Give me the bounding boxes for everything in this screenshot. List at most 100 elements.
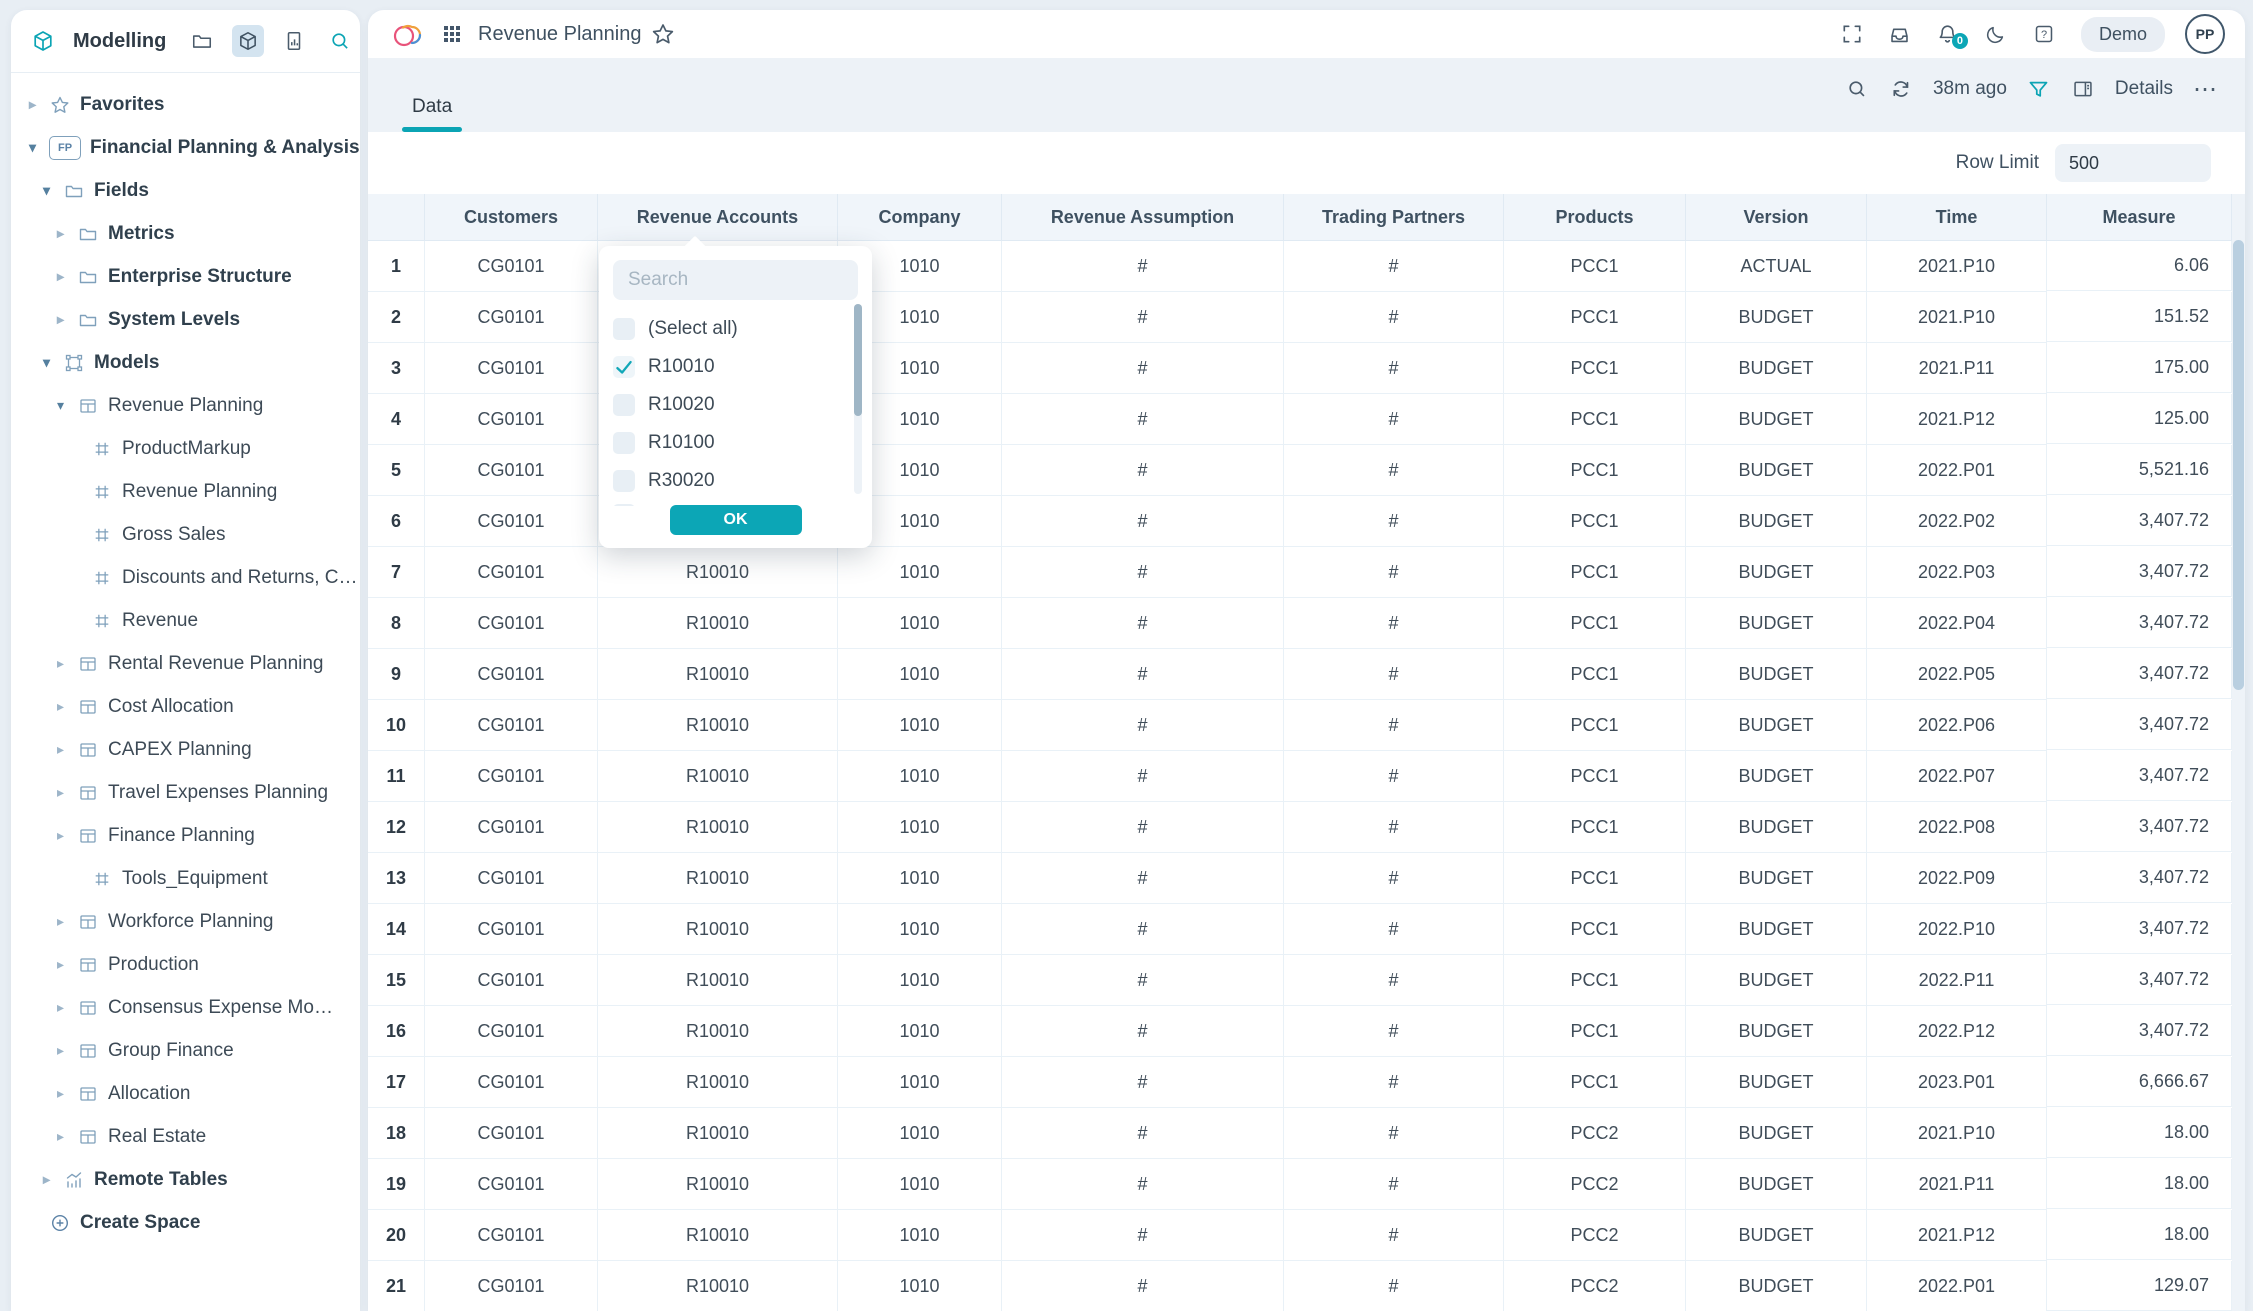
table-cell: PCC1 <box>1504 1057 1686 1108</box>
tab-data[interactable]: Data <box>402 96 462 132</box>
scrollbar-thumb[interactable] <box>2233 240 2244 690</box>
sidebar-item[interactable]: ▸Real Estate <box>11 1115 360 1158</box>
sidebar-item[interactable]: ▸Favorites <box>11 83 360 126</box>
vertical-scrollbar[interactable] <box>2232 194 2245 1311</box>
chevron-right-icon[interactable]: ▸ <box>53 827 68 844</box>
chevron-right-icon[interactable]: ▸ <box>53 913 68 930</box>
checkbox-unchecked[interactable] <box>613 394 635 416</box>
column-header[interactable]: Revenue Assumption <box>1002 194 1284 241</box>
sidebar-item[interactable]: ▸Group Finance <box>11 1029 360 1072</box>
search-icon[interactable] <box>1845 77 1869 101</box>
checkbox-checked[interactable] <box>613 356 635 378</box>
sidebar-item[interactable]: ▸CAPEX Planning <box>11 728 360 771</box>
folder-icon <box>77 223 99 245</box>
chevron-right-icon[interactable]: ▸ <box>53 268 68 285</box>
sidebar-item[interactable]: Revenue <box>11 599 360 642</box>
inbox-icon[interactable] <box>1887 21 1913 47</box>
sidebar-item[interactable]: ProductMarkup <box>11 427 360 470</box>
chevron-right-icon[interactable]: ▸ <box>53 225 68 242</box>
chevron-down-icon[interactable]: ▾ <box>25 139 40 156</box>
column-header[interactable]: Revenue Accounts <box>598 194 838 241</box>
chevron-right-icon[interactable]: ▸ <box>39 1171 54 1188</box>
filter-option[interactable]: R10100 <box>613 424 858 462</box>
sidebar-item[interactable]: ▾Revenue Planning <box>11 384 360 427</box>
sidebar-item[interactable]: ▸Travel Expenses Planning <box>11 771 360 814</box>
sidebar-item[interactable]: Create Space <box>11 1201 360 1244</box>
sidebar-item[interactable]: ▸Enterprise Structure <box>11 255 360 298</box>
sidebar-item[interactable]: ▸Rental Revenue Planning <box>11 642 360 685</box>
sidebar-item[interactable]: ▸Finance Planning <box>11 814 360 857</box>
filter-option[interactable]: (Select all) <box>613 310 858 348</box>
ok-button[interactable]: OK <box>670 505 802 535</box>
sidebar-item[interactable]: ▸Remote Tables <box>11 1158 360 1201</box>
column-header[interactable]: Company <box>838 194 1002 241</box>
sidebar-item[interactable]: ▸Production <box>11 943 360 986</box>
chevron-right-icon[interactable]: ▸ <box>53 784 68 801</box>
table-cell: 3,407.72 <box>2047 496 2232 546</box>
filter-icon[interactable] <box>2027 77 2051 101</box>
sidebar-item[interactable]: ▸Consensus Expense Mo… <box>11 986 360 1029</box>
models-icon <box>63 352 85 374</box>
column-header[interactable]: Products <box>1504 194 1686 241</box>
column-header[interactable]: Customers <box>425 194 598 241</box>
sidebar-item[interactable]: ▸Workforce Planning <box>11 900 360 943</box>
avatar[interactable]: PP <box>2185 14 2225 54</box>
checkbox-unchecked[interactable] <box>613 432 635 454</box>
chevron-right-icon[interactable]: ▸ <box>53 741 68 758</box>
more-options-icon[interactable]: ⋯ <box>2193 75 2219 104</box>
refresh-icon[interactable] <box>1889 77 1913 101</box>
column-header[interactable]: Time <box>1867 194 2047 241</box>
checkbox-unchecked[interactable] <box>613 318 635 340</box>
filter-option[interactable]: R10010 <box>613 348 858 386</box>
filter-option[interactable]: R30020 <box>613 462 858 500</box>
chevron-down-icon[interactable]: ▾ <box>39 182 54 199</box>
popup-scrollbar-thumb[interactable] <box>854 304 862 416</box>
sidebar-item[interactable]: ▾Fields <box>11 169 360 212</box>
table-cell: # <box>1284 394 1504 445</box>
chevron-right-icon[interactable]: ▸ <box>53 698 68 715</box>
sidebar-item[interactable]: ▾FPFinancial Planning & Analysis <box>11 126 360 169</box>
row-number-header[interactable] <box>368 194 425 241</box>
filter-option[interactable]: R10020 <box>613 386 858 424</box>
column-header[interactable]: Measure <box>2047 194 2232 241</box>
table-cell: 1010 <box>838 1210 1002 1261</box>
filter-search-input[interactable] <box>613 260 858 300</box>
chevron-right-icon[interactable]: ▸ <box>53 1085 68 1102</box>
sidebar-item[interactable]: ▸Metrics <box>11 212 360 255</box>
cube-icon[interactable] <box>232 25 264 57</box>
search-icon[interactable] <box>324 25 356 57</box>
checkbox-unchecked[interactable] <box>613 470 635 492</box>
tenant-badge[interactable]: Demo <box>2081 17 2165 52</box>
app-grid-icon[interactable] <box>442 24 462 44</box>
chevron-right-icon[interactable]: ▸ <box>53 655 68 672</box>
dark-mode-moon-icon[interactable] <box>1983 21 2009 47</box>
sidebar-item[interactable]: ▸System Levels <box>11 298 360 341</box>
sidebar-item[interactable]: ▸Allocation <box>11 1072 360 1115</box>
chevron-right-icon[interactable]: ▸ <box>53 999 68 1016</box>
sidebar-item[interactable]: Tools_Equipment <box>11 857 360 900</box>
sidebar-item[interactable]: Revenue Planning <box>11 470 360 513</box>
column-header[interactable]: Version <box>1686 194 1867 241</box>
folder-icon[interactable] <box>186 25 218 57</box>
chevron-right-icon[interactable]: ▸ <box>25 96 40 113</box>
row-limit-input[interactable] <box>2055 144 2211 182</box>
chevron-right-icon[interactable]: ▸ <box>53 1128 68 1145</box>
details-label[interactable]: Details <box>2115 78 2173 100</box>
sidebar-item[interactable]: Discounts and Returns, C… <box>11 556 360 599</box>
sidebar-item[interactable]: Gross Sales <box>11 513 360 556</box>
chevron-right-icon[interactable]: ▸ <box>53 956 68 973</box>
favorite-star-icon[interactable] <box>651 22 675 46</box>
chevron-right-icon[interactable]: ▸ <box>53 1042 68 1059</box>
help-icon[interactable]: ? <box>2031 21 2057 47</box>
sidebar-item[interactable]: ▸Cost Allocation <box>11 685 360 728</box>
fullscreen-icon[interactable] <box>1839 21 1865 47</box>
column-header[interactable]: Trading Partners <box>1284 194 1504 241</box>
chevron-right-icon[interactable]: ▸ <box>53 311 68 328</box>
notifications-bell-icon[interactable]: 0 <box>1935 21 1961 47</box>
sidebar-item[interactable]: ▾Models <box>11 341 360 384</box>
details-panel-icon[interactable] <box>2071 77 2095 101</box>
chevron-down-icon[interactable]: ▾ <box>39 354 54 371</box>
chevron-down-icon[interactable]: ▾ <box>53 397 68 414</box>
report-icon[interactable] <box>278 25 310 57</box>
popup-scrollbar[interactable] <box>854 304 862 494</box>
